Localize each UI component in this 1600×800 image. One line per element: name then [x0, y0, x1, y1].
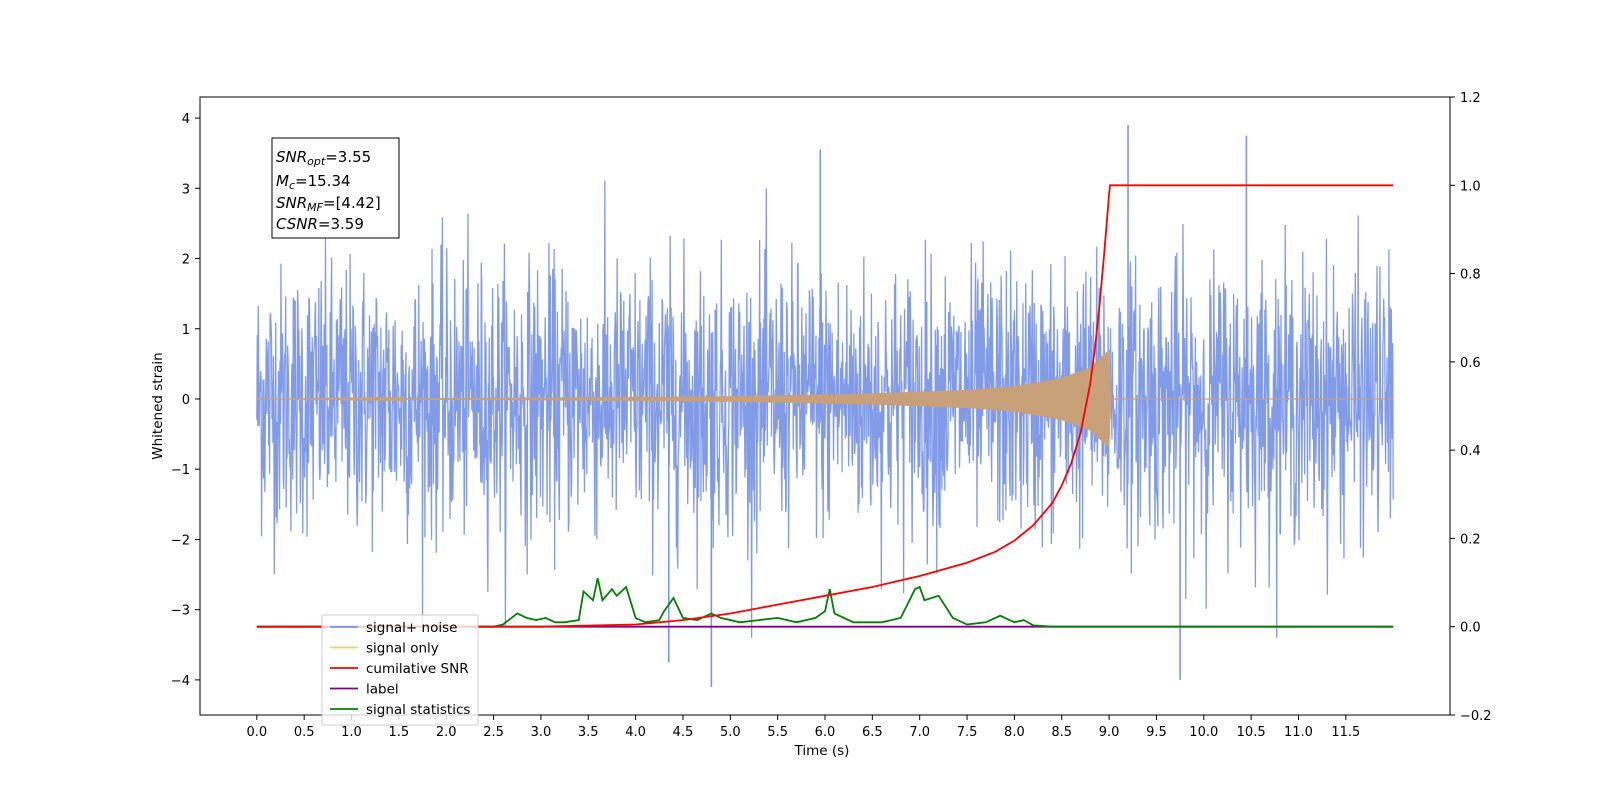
y-right-tick-label: 0.8 — [1460, 268, 1481, 283]
annotation-snr-opt-base: SNR — [276, 148, 307, 166]
x-axis-label: Time (s) — [794, 743, 850, 759]
legend-label: cumilative SNR — [366, 661, 469, 677]
x-tick-label: 6.0 — [815, 725, 836, 740]
y-right-tick-label: 0.4 — [1460, 444, 1481, 459]
series-signal-noise — [256, 180, 1394, 638]
annotation-csnr-base: CSNR — [276, 215, 318, 233]
annotation-snr-mf-value: =[4.42] — [323, 194, 381, 212]
y-left-tick-label: 0 — [182, 393, 190, 408]
y-right-tick-label: 1.2 — [1460, 91, 1481, 106]
annotation-snr-mf: SNRMF=[4.42] — [276, 194, 381, 214]
annotation-snr-opt-sub: opt — [307, 155, 326, 168]
x-tick-label: 2.5 — [483, 725, 504, 740]
x-tick-label: 5.5 — [767, 725, 788, 740]
x-tick-label: 1.5 — [389, 725, 410, 740]
x-tick-label: 7.5 — [957, 725, 978, 740]
x-tick-label: 2.0 — [436, 725, 457, 740]
y-left-tick-label: 4 — [182, 112, 190, 127]
y-right-tick-label: 0.0 — [1460, 621, 1481, 636]
annotation-frame — [271, 137, 400, 239]
annotation-csnr: CSNR=3.59 — [276, 215, 364, 233]
x-tick-label: 8.5 — [1051, 725, 1072, 740]
x-tick-label: 4.0 — [625, 725, 646, 740]
y-left-tick-label: −4 — [171, 674, 190, 689]
x-tick-label: 10.5 — [1237, 725, 1266, 740]
y-left-tick-label: −1 — [171, 463, 190, 478]
y-right-tick-label: 0.6 — [1460, 356, 1481, 371]
x-tick-label: 1.0 — [341, 725, 362, 740]
x-tick-label: 7.0 — [909, 725, 930, 740]
series-signal-statistics — [256, 577, 1394, 628]
x-tick-label: 10.0 — [1189, 725, 1218, 740]
y-right-tick-label: 1.0 — [1460, 179, 1481, 194]
x-tick-label: 3.0 — [531, 725, 552, 740]
y-axis-label: Whitened strain — [150, 352, 166, 459]
x-tick-label: 6.5 — [862, 725, 883, 740]
annotation-snr-opt: SNRopt=3.55 — [276, 148, 371, 168]
annotation-snr-mf-base: SNR — [276, 194, 307, 212]
y-left-tick-label: 1 — [182, 323, 190, 338]
y-left-tick-label: −3 — [171, 604, 190, 619]
series-signal-only — [256, 349, 1394, 448]
x-tick-label: 4.5 — [673, 725, 694, 740]
x-tick-label: 8.0 — [1004, 725, 1025, 740]
x-tick-label: 5.0 — [720, 725, 741, 740]
annotation-csnr-value: =3.59 — [318, 215, 364, 233]
x-tick-label: 9.5 — [1146, 725, 1167, 740]
y-left-tick-label: 3 — [182, 182, 190, 197]
annotation-mc: Mc=15.34 — [276, 172, 351, 192]
legend-frame — [321, 614, 479, 726]
x-tick-label: 9.0 — [1099, 725, 1120, 740]
x-tick-label: 11.0 — [1284, 725, 1313, 740]
annotation-box: SNRopt=3.55 Mc=15.34 SNRMF=[4.42] CSNR=3… — [271, 137, 400, 239]
annotation-mc-sub: c — [289, 179, 295, 192]
legend-label: signal only — [366, 641, 439, 657]
legend-label: signal statistics — [366, 702, 470, 718]
series-cumulative-snr — [256, 184, 1394, 628]
annotation-mc-base: M — [276, 172, 289, 190]
annotation-snr-mf-sub: MF — [307, 201, 323, 214]
legend-items: signal+ noise signal only cumilative SNR la… — [330, 620, 470, 718]
y-right-tick-label: −0.2 — [1460, 709, 1492, 724]
y-left-tick-label: 2 — [182, 253, 190, 268]
x-tick-label: 0.5 — [294, 725, 315, 740]
legend: signal+ noise signal only cumilative SNR la… — [321, 614, 479, 726]
y-right-tick-label: 0.2 — [1460, 532, 1481, 547]
axis-ticks: 0.0 0.5 1.0 1.5 2.0 2.5 3.0 3.5 4.0 4.5 5.0 5.5 6.0 6… — [171, 91, 1492, 740]
legend-label: label — [366, 682, 399, 698]
y-left-tick-label: −2 — [171, 533, 190, 548]
annotation-mc-value: =15.34 — [295, 172, 351, 190]
x-tick-label: 0.0 — [246, 725, 267, 740]
legend-label: signal+ noise — [366, 620, 457, 636]
annotation-snr-opt-value: =3.55 — [325, 148, 371, 166]
x-tick-label: 11.5 — [1331, 725, 1360, 740]
x-tick-label: 3.5 — [578, 725, 599, 740]
